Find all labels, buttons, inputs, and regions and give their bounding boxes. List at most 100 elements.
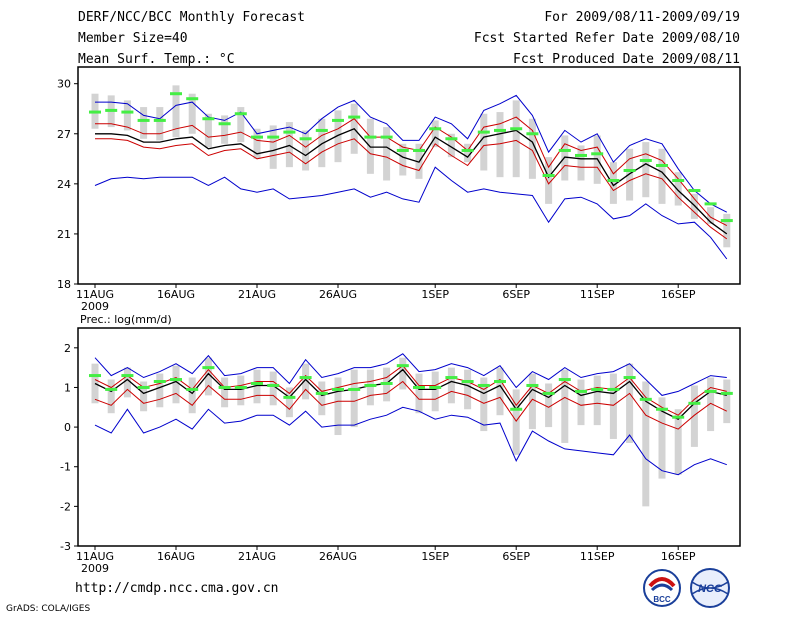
temp-marker [364, 135, 377, 139]
precip-marker [575, 389, 587, 393]
precip-marker [396, 364, 409, 368]
temp-ensemble-box [302, 130, 310, 171]
temp-y-tick-label: 30 [57, 78, 71, 91]
precip-ensemble-box [91, 363, 99, 404]
temp-marker [202, 117, 215, 121]
precip-ensemble-box [480, 377, 488, 432]
precip-ensemble-box [626, 363, 634, 443]
precip-marker [186, 387, 199, 391]
temp-marker [542, 174, 555, 177]
precip-marker [332, 387, 344, 391]
temp-min-line [94, 166, 728, 260]
temp-ensemble-box [512, 100, 520, 178]
precip-marker [89, 374, 101, 378]
precip-ensemble-box [464, 369, 472, 410]
temp-marker [396, 148, 409, 152]
ncc-logo-text: NCC [698, 583, 723, 595]
temp-y-tick-label: 18 [57, 278, 71, 291]
temp-x-tick-label: 16SEP [661, 288, 696, 301]
temp-x-tick-label: 11AUG [76, 288, 114, 301]
precip-ensemble-box [253, 369, 261, 404]
precip-ensemble-box [496, 367, 504, 416]
temp-marker [170, 92, 182, 96]
temp-marker [558, 148, 571, 152]
precip-marker [202, 366, 215, 370]
temp-ensemble-box [156, 107, 164, 141]
footer-url[interactable]: http://cmdp.ncc.cma.gov.cn [75, 581, 279, 596]
temp-marker [445, 137, 458, 141]
temp-marker [348, 115, 361, 119]
temp-marker [639, 158, 652, 162]
precip-ensemble-box [221, 377, 229, 408]
temp-marker [218, 122, 231, 126]
temp-ensemble-box [723, 213, 731, 248]
precip-ensemble-box [512, 389, 520, 455]
precip-marker [672, 415, 685, 419]
bcc-logo: BCC [642, 568, 682, 608]
temp-ensemble-box [626, 148, 634, 201]
precip-marker [364, 383, 377, 387]
temp-marker [251, 135, 263, 139]
precip-marker [380, 381, 393, 385]
precip-marker [105, 387, 118, 391]
temp-marker [477, 130, 490, 134]
temp-year-label: 2009 [81, 300, 109, 313]
temp-ensemble-box [204, 113, 212, 148]
temp-marker [688, 189, 701, 193]
precip-ensemble-box [577, 379, 585, 426]
precip-marker [251, 381, 263, 385]
precip-ensemble-box [140, 381, 148, 412]
temp-marker [720, 219, 733, 223]
precip-ensemble-box [431, 371, 439, 412]
temp-y-tick-label: 27 [57, 128, 71, 141]
precip-marker [299, 376, 312, 380]
temp-marker [105, 108, 118, 112]
precip-ensemble-box [334, 377, 342, 436]
temp-ensemble-box [480, 113, 488, 171]
precip-ensemble-box [528, 373, 536, 430]
precip-marker [704, 389, 717, 393]
precip-x-tick-label: 11SEP [580, 550, 615, 563]
precip-marker [267, 383, 280, 387]
precip-ensemble-box [172, 365, 180, 404]
temp-marker [591, 152, 604, 156]
temp-ensemble-box [528, 118, 536, 179]
temp-mean-line [95, 128, 728, 235]
precip-max-line [94, 353, 727, 396]
precip-ensemble-box [674, 409, 682, 475]
grads-credit: GrADS: COLA/IGES [6, 604, 91, 614]
precip-plot-frame [77, 327, 741, 547]
precip-min-line [94, 406, 727, 476]
precip-ensemble-box [609, 373, 617, 439]
precip-x-tick-label: 16SEP [661, 550, 696, 563]
precip-ensemble-box [593, 375, 601, 426]
precip-ensemble-box [415, 373, 423, 414]
precip-x-tick-label: 6SEP [502, 550, 530, 563]
precip-marker [348, 387, 361, 391]
temp-marker [283, 130, 296, 134]
temp-ensemble-box [658, 148, 666, 204]
precip-marker [542, 391, 555, 395]
temp-ensemble-box [399, 143, 407, 176]
precip-ensemble-box [690, 385, 698, 447]
temp-ensemble-box [172, 85, 180, 138]
precip-marker [315, 391, 328, 395]
started-refer-date: Fcst Started Refer Date 2009/08/10 [473, 31, 740, 46]
temp-ensemble-box [609, 162, 617, 204]
temp-ensemble-box [545, 157, 553, 204]
precip-minus_sd-line [94, 380, 728, 430]
precip-marker [639, 397, 652, 401]
temp-marker [494, 128, 506, 132]
forecast-period: For 2009/08/11-2009/09/19 [544, 10, 740, 25]
temp-ensemble-box [464, 143, 472, 163]
temp-marker [672, 179, 685, 183]
precip-marker [510, 407, 523, 411]
temp-marker [267, 135, 280, 139]
precip-ensemble-box [561, 369, 569, 443]
temp-marker [121, 110, 134, 114]
temp-marker [413, 148, 425, 152]
temp-ensemble-box [577, 145, 585, 181]
temp-x-tick-label: 1SEP [421, 288, 449, 301]
precip-marker [656, 407, 668, 411]
temp-marker [137, 118, 150, 122]
